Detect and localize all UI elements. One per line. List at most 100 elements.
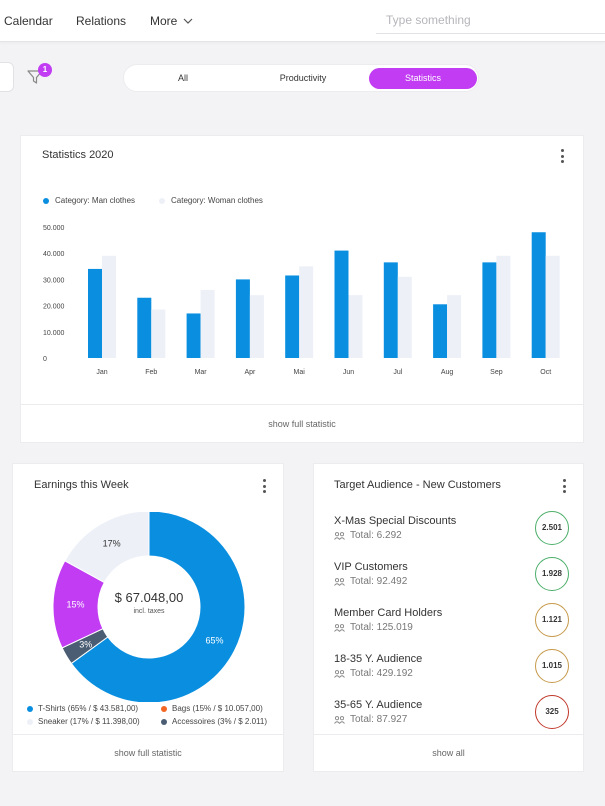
tab-statistics[interactable]: Statistics: [369, 68, 477, 89]
x-tick-label: Jun: [343, 369, 354, 376]
nav-more-label: More: [150, 14, 178, 28]
bar-man-sep[interactable]: [482, 262, 497, 358]
bar-man-jul[interactable]: [383, 262, 398, 358]
group-icon: [334, 669, 345, 678]
y-tick-label: 50.000: [43, 225, 65, 232]
pie-legend-label-bags: Bags (15% / $ 10.057,00): [172, 704, 263, 713]
audience-card: Target Audience - New Customers X-Mas Sp…: [313, 463, 584, 772]
audience-item-total-text: Total: 125.019: [350, 622, 413, 633]
y-tick-label: 10.000: [43, 330, 65, 337]
search-input[interactable]: [376, 6, 605, 34]
pie-legend-dot-bags: [161, 705, 167, 712]
y-tick-label: 30.000: [43, 277, 65, 284]
tab-productivity[interactable]: Productivity: [279, 73, 327, 83]
audience-value-ring: 2.501: [535, 511, 569, 545]
audience-item[interactable]: 35-65 Y. Audience Total: 87.927 325: [334, 695, 569, 739]
bar-woman-jun[interactable]: [348, 295, 363, 358]
donut-slice-sneaker[interactable]: [64, 512, 150, 584]
pie-legend-dot-accessoires: [161, 718, 167, 725]
view-tabs: All Productivity Statistics: [123, 64, 479, 92]
bar-woman-mar[interactable]: [200, 289, 215, 358]
earnings-menu-icon[interactable]: [263, 479, 267, 493]
pie-legend-tshirts: T-Shirts (65% / $ 43.581,00): [27, 704, 138, 713]
audience-item-name: 18-35 Y. Audience: [334, 653, 423, 665]
bar-woman-aug[interactable]: [447, 295, 462, 358]
nav-calendar[interactable]: Calendar: [4, 14, 53, 28]
x-tick-label: Apr: [244, 369, 256, 376]
audience-item-name: Member Card Holders: [334, 607, 443, 619]
donut-slice-label: 15%: [67, 600, 85, 610]
bar-man-oct[interactable]: [531, 232, 546, 358]
audience-menu-icon[interactable]: [563, 479, 567, 493]
earnings-card: Earnings this Week 65% 3% 15% 17% $ 67.048,…: [12, 463, 284, 772]
bar-man-jan[interactable]: [88, 268, 102, 358]
statistics-show-full[interactable]: show full statistic: [21, 404, 583, 442]
audience-item-total: Total: 6.292: [334, 530, 402, 541]
donut-slice-label: 65%: [205, 635, 223, 645]
audience-value-ring: 1.015: [535, 649, 569, 683]
audience-value-ring: 325: [535, 695, 569, 729]
bar-man-mai[interactable]: [285, 275, 300, 358]
nav-relations[interactable]: Relations: [76, 14, 127, 28]
bar-woman-mai[interactable]: [299, 266, 314, 358]
x-tick-label: Mai: [294, 369, 306, 376]
audience-card-title: Target Audience - New Customers: [334, 479, 501, 491]
x-tick-label: Oct: [540, 369, 551, 376]
nav-more[interactable]: More: [150, 14, 193, 28]
audience-item[interactable]: VIP Customers Total: 92.492 1.928: [334, 557, 569, 601]
legend-dot-woman: [159, 197, 165, 204]
pie-legend-sneaker: Sneaker (17% / $ 11.398,00): [27, 717, 140, 726]
y-tick-label: 20.000: [43, 304, 65, 311]
y-tick-label: 40.000: [43, 251, 65, 258]
filter-count-badge: 1: [38, 63, 52, 77]
earnings-show-full[interactable]: show full statistic: [13, 734, 283, 771]
legend-dot-man: [43, 197, 49, 204]
top-bar: Calendar Relations More: [0, 0, 605, 42]
group-icon: [334, 715, 345, 724]
pie-legend-accessoires: Accessoires (3% / $ 2.011): [161, 717, 267, 726]
donut-slice-label: 17%: [103, 539, 121, 549]
x-tick-label: Jan: [96, 369, 107, 376]
bar-man-mar[interactable]: [186, 313, 201, 358]
statistics-card-title: Statistics 2020: [42, 149, 114, 161]
bar-woman-sep[interactable]: [496, 255, 511, 358]
audience-item-total-text: Total: 6.292: [350, 530, 402, 541]
statistics-menu-icon[interactable]: [561, 149, 565, 163]
audience-item-total: Total: 87.927: [334, 714, 407, 725]
audience-item[interactable]: X-Mas Special Discounts Total: 6.292 2.5…: [334, 511, 569, 555]
left-dropdown-stub[interactable]: [0, 62, 14, 92]
pie-legend-dot-tshirts: [27, 705, 33, 712]
bar-woman-jul[interactable]: [397, 276, 412, 358]
bar-man-aug[interactable]: [433, 304, 448, 358]
audience-value-ring: 1.928: [535, 557, 569, 591]
pie-legend-bags: Bags (15% / $ 10.057,00): [161, 704, 263, 713]
earnings-total-subtitle: incl. taxes: [133, 608, 165, 615]
x-tick-label: Sep: [490, 369, 503, 376]
bar-woman-apr[interactable]: [249, 295, 264, 358]
audience-item-name: X-Mas Special Discounts: [334, 515, 457, 527]
x-tick-label: Jul: [393, 369, 402, 376]
earnings-total: $ 67.048,00: [114, 590, 184, 605]
tab-all[interactable]: All: [177, 73, 188, 83]
bar-woman-jan[interactable]: [102, 255, 116, 358]
audience-item-total: Total: 429.192: [334, 668, 413, 679]
bar-man-apr[interactable]: [235, 279, 250, 358]
audience-item-name: 35-65 Y. Audience: [334, 699, 423, 711]
pie-legend-dot-sneaker: [27, 718, 33, 725]
pie-legend-label-accessoires: Accessoires (3% / $ 2.011): [172, 717, 268, 726]
group-icon: [334, 623, 345, 632]
bar-woman-feb[interactable]: [151, 309, 166, 358]
bar-man-feb[interactable]: [137, 297, 152, 358]
legend-woman-clothes: Category: Woman clothes: [159, 196, 263, 205]
bar-woman-oct[interactable]: [545, 255, 560, 358]
statistics-card: Statistics 2020 Category: Man clothes Ca…: [20, 135, 584, 443]
audience-item[interactable]: 18-35 Y. Audience Total: 429.192 1.015: [334, 649, 569, 693]
bar-man-jun[interactable]: [334, 250, 349, 358]
audience-value-ring: 1.121: [535, 603, 569, 637]
donut-slice-t-shirts[interactable]: [70, 512, 246, 702]
audience-item-name: VIP Customers: [334, 561, 408, 573]
pie-legend-label-tshirts: T-Shirts (65% / $ 43.581,00): [38, 704, 139, 713]
x-tick-label: Feb: [145, 369, 157, 376]
audience-item[interactable]: Member Card Holders Total: 125.019 1.121: [334, 603, 569, 647]
audience-show-all[interactable]: show all: [314, 734, 583, 771]
